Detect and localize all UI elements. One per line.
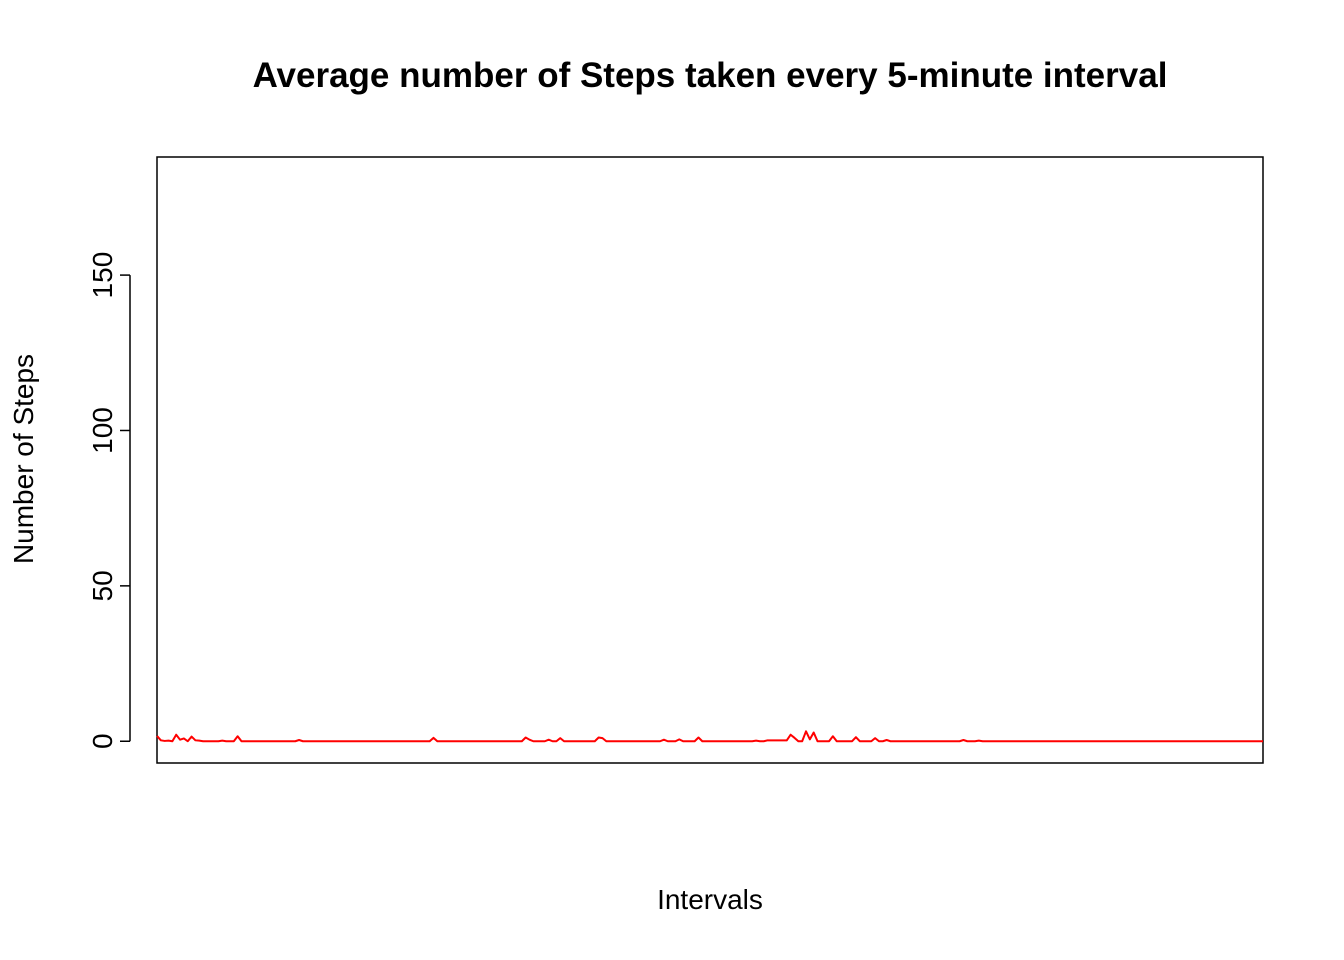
x-axis-label: Intervals (657, 884, 763, 915)
y-tick-label-0: 0 (87, 733, 118, 749)
y-tick-label-100: 100 (87, 407, 118, 454)
y-tick-label-50: 50 (87, 570, 118, 601)
y-axis-label: Number of Steps (8, 353, 39, 565)
y-tick-label-150: 150 (87, 252, 118, 299)
plot-frame (156, 156, 1264, 764)
chart-title: Average number of Steps taken every 5-mi… (252, 56, 1168, 95)
series-line-0 (156, 730, 1263, 743)
